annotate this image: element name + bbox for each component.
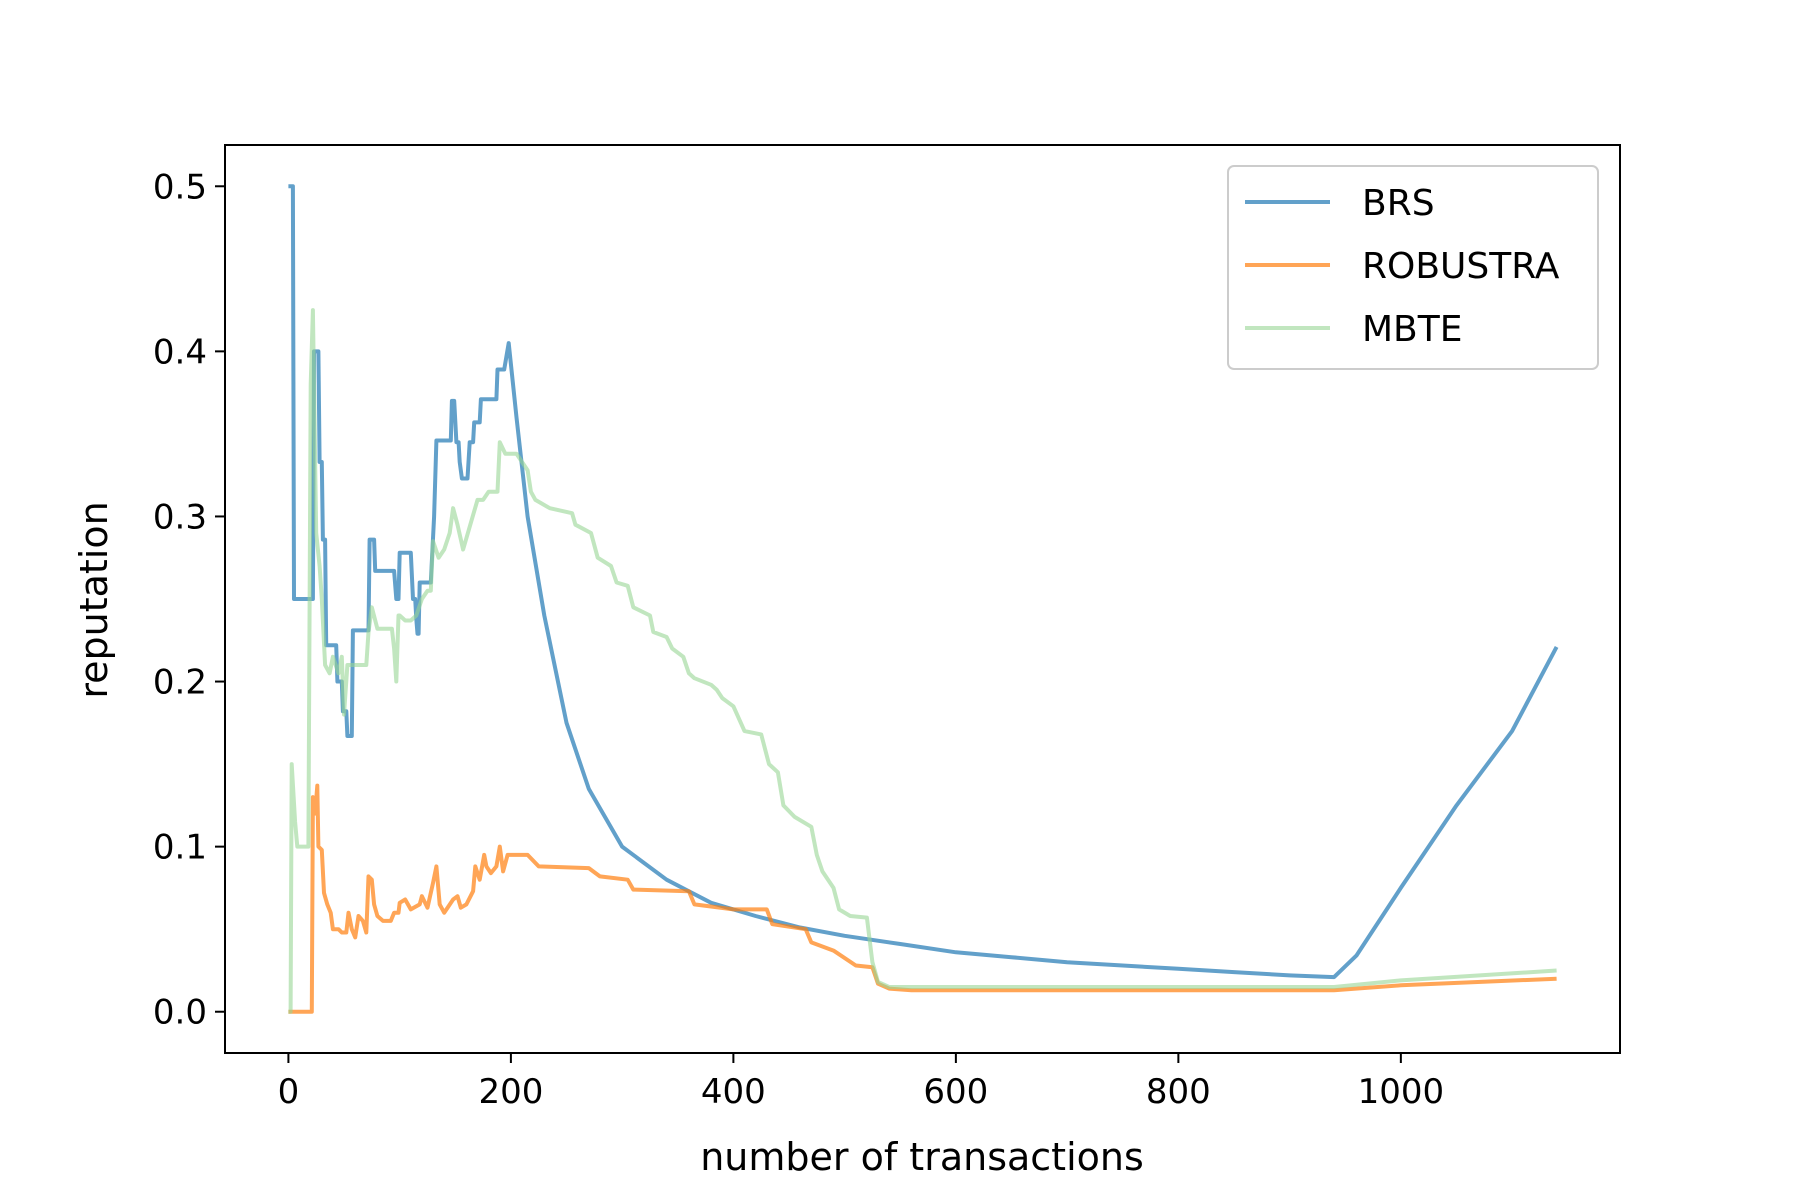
- plot-frame: [224, 144, 1621, 1054]
- x-tick-label: 200: [478, 1072, 543, 1112]
- y-tick-label: 0.5: [153, 167, 207, 207]
- y-tick-label: 0.2: [153, 663, 207, 703]
- y-tick-label: 0.0: [153, 993, 207, 1033]
- legend-label-brs: BRS: [1362, 183, 1435, 224]
- legend-label-robustra: ROBUSTRA: [1362, 246, 1560, 287]
- y-tick-label: 0.3: [153, 497, 207, 537]
- x-tick-label: 1000: [1358, 1072, 1445, 1112]
- plot-lines: [288, 184, 1559, 1014]
- legend-frame: [1227, 165, 1599, 370]
- y-axis-label: reputation: [72, 501, 116, 698]
- series-line-robustra: [288, 783, 1557, 1014]
- x-axis-label: number of transactions: [700, 1135, 1144, 1179]
- y-tick-label: 0.4: [153, 332, 207, 372]
- y-axis-ticks: 0.0 0.1 0.2 0.3 0.4 0.5: [153, 167, 225, 1033]
- x-tick-label: 0: [278, 1072, 300, 1112]
- x-axis-ticks: 0 200 400 600 800 1000: [278, 1053, 1445, 1112]
- x-tick-label: 600: [923, 1072, 988, 1112]
- x-tick-label: 400: [701, 1072, 766, 1112]
- y-tick-label: 0.1: [153, 828, 207, 868]
- legend: BRS ROBUSTRA MBTE: [1227, 165, 1599, 370]
- x-tick-label: 800: [1146, 1072, 1211, 1112]
- series-line-mbte: [288, 308, 1557, 1014]
- legend-label-mbte: MBTE: [1362, 309, 1463, 350]
